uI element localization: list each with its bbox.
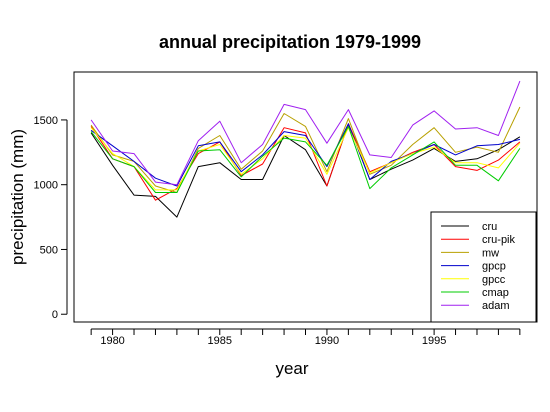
series-line-gpcc — [90, 127, 521, 191]
y-axis-label: precipitation (mm) — [8, 129, 27, 265]
y-tick-label: 1000 — [34, 180, 58, 192]
legend-label-cru-pik: cru-pik — [482, 234, 516, 246]
x-tick-label: 1990 — [315, 335, 339, 347]
y-tick-label: 0 — [52, 309, 58, 321]
plot-frame — [73, 71, 538, 323]
y-axis: 0 500 1000 1500 — [34, 115, 68, 321]
legend-label-adam: adam — [482, 300, 510, 312]
chart-title: annual precipitation 1979-1999 — [159, 32, 421, 52]
x-axis-label: year — [275, 359, 308, 378]
legend-label-mw: mw — [482, 247, 499, 259]
series-line-gpcp — [90, 123, 521, 187]
x-tick-label: 1980 — [100, 335, 124, 347]
series-line-cru-pik — [90, 123, 521, 201]
x-tick-label: 1985 — [208, 335, 232, 347]
series-lines — [90, 80, 521, 218]
legend-label-cru: cru — [482, 221, 497, 233]
series-line-cmap — [90, 125, 521, 193]
series-line-adam — [90, 80, 521, 186]
series-line-mw — [90, 106, 521, 193]
y-tick-label: 500 — [40, 244, 58, 256]
y-tick-label: 1500 — [34, 115, 58, 127]
legend-label-cmap: cmap — [482, 287, 509, 299]
legend-box — [430, 211, 537, 323]
legend-label-gpcc: gpcc — [482, 274, 506, 286]
legend-label-gpcp: gpcp — [482, 261, 506, 273]
x-axis: 1980 1985 1990 1995 — [90, 328, 521, 347]
x-tick-label: 1995 — [422, 335, 446, 347]
